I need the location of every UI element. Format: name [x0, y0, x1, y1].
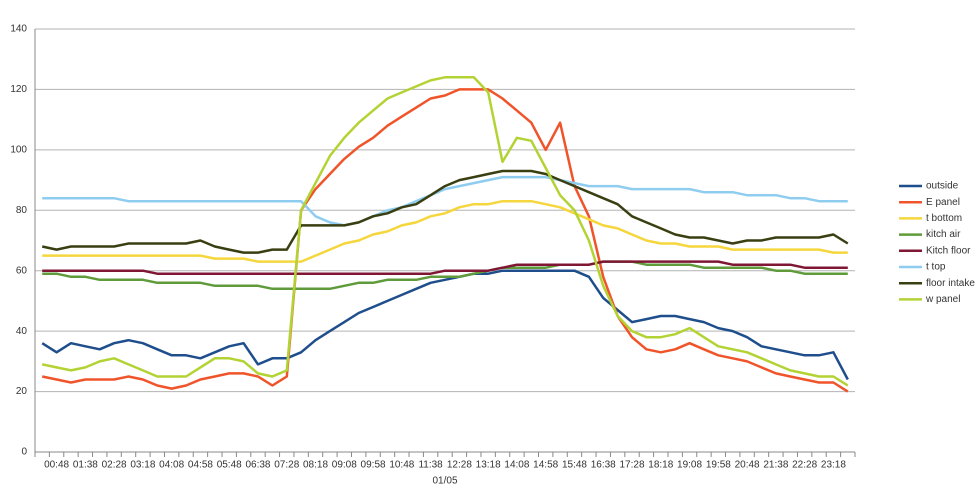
x-tick-label: 13:18	[476, 460, 501, 471]
legend-label: E panel	[926, 197, 960, 208]
legend-label: outside	[926, 181, 959, 192]
x-tick-label: 04:58	[188, 460, 213, 471]
legend-label: floor intake	[926, 278, 975, 289]
x-tick-label: 03:18	[130, 460, 155, 471]
x-tick-label: 22:28	[792, 460, 817, 471]
y-tick-label: 140	[10, 24, 27, 35]
x-tick-label: 16:38	[591, 460, 616, 471]
legend-label: w panel	[925, 294, 960, 305]
x-tick-label: 18:18	[648, 460, 673, 471]
x-tick-label: 09:08	[332, 460, 357, 471]
x-tick-label: 10:48	[389, 460, 414, 471]
series-line	[42, 260, 848, 275]
y-tick-label: 100	[10, 144, 27, 155]
y-tick-label: 20	[16, 386, 28, 397]
legend-label: Kitch floor	[926, 245, 971, 256]
x-axis-label: 01/05	[432, 476, 457, 487]
series-line	[42, 199, 848, 263]
y-tick-label: 120	[10, 84, 27, 95]
series-line	[41, 88, 849, 393]
y-tick-label: 80	[16, 205, 28, 216]
series-line	[41, 76, 849, 387]
x-tick-label: 02:28	[102, 460, 127, 471]
y-tick-label: 0	[21, 447, 27, 458]
x-tick-label: 09:58	[361, 460, 386, 471]
x-tick-label: 17:28	[620, 460, 645, 471]
x-tick-label: 04:08	[159, 460, 184, 471]
x-tick-label: 19:08	[677, 460, 702, 471]
x-tick-label: 21:38	[763, 460, 788, 471]
series-line	[42, 175, 848, 227]
x-tick-label: 14:58	[533, 460, 558, 471]
y-tick-label: 40	[16, 326, 28, 337]
x-tick-label: 00:48	[44, 460, 69, 471]
legend-label: kitch air	[926, 229, 961, 240]
x-tick-label: 23:18	[821, 460, 846, 471]
x-tick-label: 15:48	[562, 460, 587, 471]
series-line	[42, 260, 848, 291]
x-tick-label: 11:38	[418, 460, 443, 471]
x-tick-label: 08:18	[303, 460, 328, 471]
series-line	[41, 269, 849, 381]
y-tick-label: 60	[16, 265, 28, 276]
legend-label: t top	[926, 262, 946, 273]
x-tick-label: 12:28	[447, 460, 472, 471]
x-tick-label: 07:28	[274, 460, 299, 471]
x-tick-label: 05:48	[217, 460, 242, 471]
x-tick-label: 06:38	[245, 460, 270, 471]
x-tick-label: 14:08	[504, 460, 529, 471]
x-tick-label: 20:48	[735, 460, 760, 471]
series-line	[41, 169, 849, 254]
x-tick-label: 01:38	[73, 460, 98, 471]
x-tick-label: 19:58	[706, 460, 731, 471]
legend-label: t bottom	[926, 213, 962, 224]
